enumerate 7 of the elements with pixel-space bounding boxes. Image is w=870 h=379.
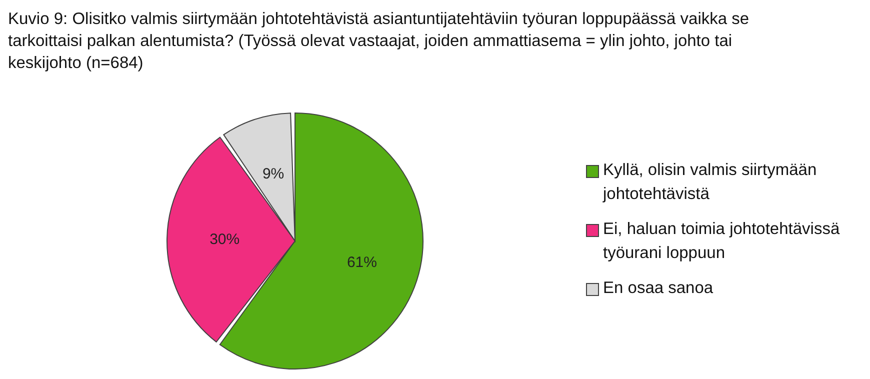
data-label: 30% bbox=[210, 231, 240, 248]
legend-label: En osaa sanoa bbox=[603, 278, 714, 299]
data-label: 9% bbox=[262, 166, 284, 183]
legend-label: Kyllä, olisin valmis siirtymään johtotehtävistä bbox=[603, 160, 818, 205]
chart-title: Kuvio 9: Olisitko valmis siirtymään johtotehtävistä asiantuntijatehtäviin työuran loppupäässä vaikka se tarkoittaisi palkan alentumista? (Työssä olevat vastaajat, joiden ammattiasema = ylin johto, johto tai keskijohto (n=684) bbox=[8, 9, 750, 74]
legend-label: Ei, haluan toimia johtotehtävissä työurani loppuun bbox=[603, 219, 841, 264]
data-label: 61% bbox=[346, 254, 377, 272]
